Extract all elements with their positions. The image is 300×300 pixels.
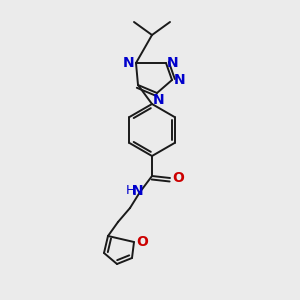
Text: O: O <box>136 235 148 249</box>
Text: N: N <box>123 56 135 70</box>
Text: N: N <box>153 93 165 107</box>
Text: N: N <box>167 56 179 70</box>
Text: N: N <box>132 184 144 198</box>
Text: O: O <box>172 171 184 185</box>
Text: H: H <box>125 184 135 197</box>
Text: N: N <box>174 73 186 87</box>
